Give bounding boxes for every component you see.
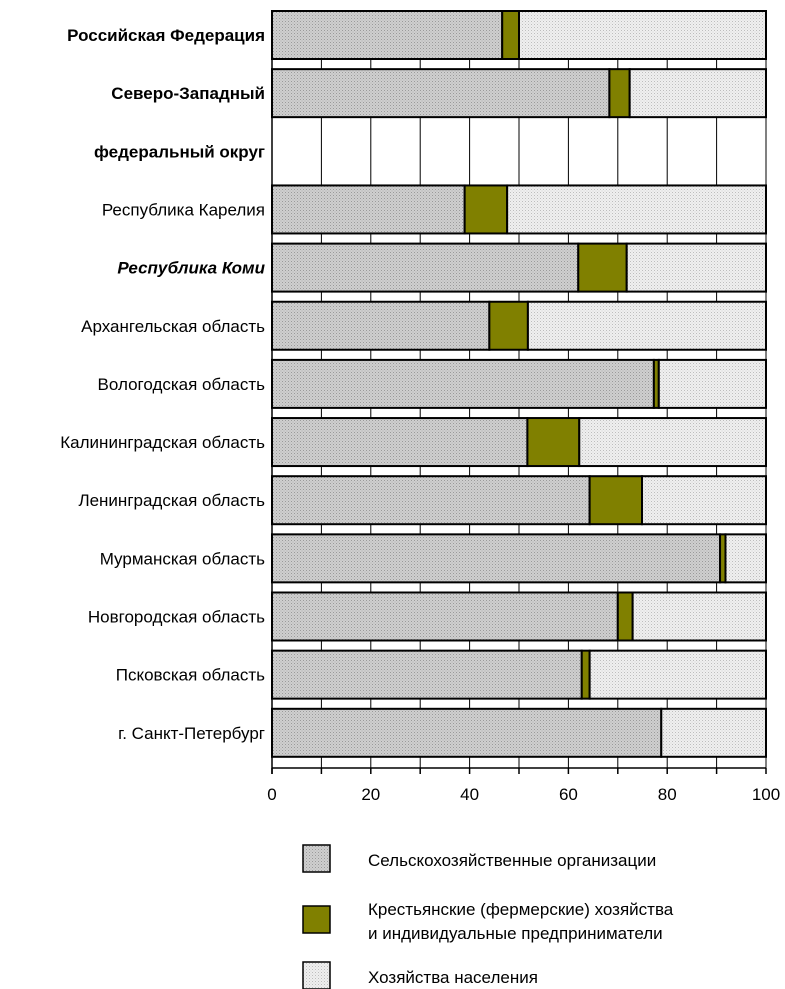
bar-segment-11-1 [580,649,591,700]
category-label-11: Псковская область [116,666,265,685]
bar-segment-4-0 [271,242,580,293]
bars [271,10,768,758]
bar-segment-12-2 [660,707,767,758]
category-label-6: Вологодская область [98,375,266,394]
bar-segment-10-0 [271,591,619,642]
bar-segment-4-1 [577,242,628,293]
legend-swatch-2 [302,961,331,989]
category-label-0: Российская Федерация [67,26,265,45]
bar-segment-10-2 [631,591,767,642]
bar-segment-10-1 [616,591,634,642]
bar-segment-3-2 [506,184,767,235]
bar-segment-12-0 [271,707,663,758]
legend: Сельскохозяйственные организации Крестьян… [302,844,674,989]
bar-segment-8-0 [271,475,591,526]
bar-segment-0-0 [271,10,504,60]
legend-label-1-line-0: Крестьянские (фермерские) хозяйства [368,900,674,919]
legend-label-1-line-1: и индивидуальные предприниматели [368,924,663,943]
bar-segment-5-1 [488,300,529,351]
category-label-7: Калининградская область [60,433,265,452]
x-tick-label-20: 20 [361,785,380,804]
x-tick-label-60: 60 [559,785,578,804]
category-label-5: Архангельская область [81,317,265,336]
legend-swatch-0 [302,844,331,873]
bar-segment-1-0 [271,68,611,119]
category-label-9: Мурманская область [100,549,265,568]
bar-segment-5-2 [526,300,768,351]
bar-segment-9-0 [271,533,722,584]
category-label-3: Республика Карелия [102,200,265,219]
bar-segment-4-2 [625,242,768,293]
category-labels: Российская Федерация Северо-Западный федер… [60,26,265,743]
bar-segment-3-1 [463,184,509,235]
bar-segment-9-2 [724,533,768,584]
bar-segment-0-1 [501,10,521,60]
x-tick-label-40: 40 [460,785,479,804]
x-tick-label-100: 100 [752,785,780,804]
x-axis: 0 20 40 60 80 100 [267,11,780,804]
bar-segment-1-1 [608,68,631,119]
x-tick-label-80: 80 [658,785,677,804]
bar-segment-7-1 [526,417,581,468]
bar-segment-3-0 [271,184,466,235]
legend-swatch-1 [302,905,331,934]
bar-segment-7-2 [578,417,767,468]
category-label-12: г. Санкт-Петербург [118,724,265,743]
legend-label-2: Хозяйства населения [368,968,538,987]
bar-segment-1-2 [628,68,767,119]
bar-segment-6-0 [271,358,655,409]
bar-segment-11-0 [271,649,583,700]
bar-segment-8-1 [588,475,644,526]
category-label-1: Северо-Западный [111,84,265,103]
bar-segment-11-2 [588,649,768,700]
bar-segment-6-2 [657,358,767,409]
bar-segment-0-2 [518,10,767,60]
category-label-2: федеральный округ [94,142,265,161]
bar-segment-5-0 [271,300,491,351]
bar-segment-7-0 [271,417,529,468]
category-label-8: Ленинградская область [78,491,265,510]
category-label-4: Республика Коми [117,259,265,278]
legend-label-0: Сельскохозяйственные организации [368,851,656,870]
bar-segment-8-2 [641,475,767,526]
x-tick-label-0: 0 [267,785,276,804]
category-label-10: Новгородская область [88,608,265,627]
